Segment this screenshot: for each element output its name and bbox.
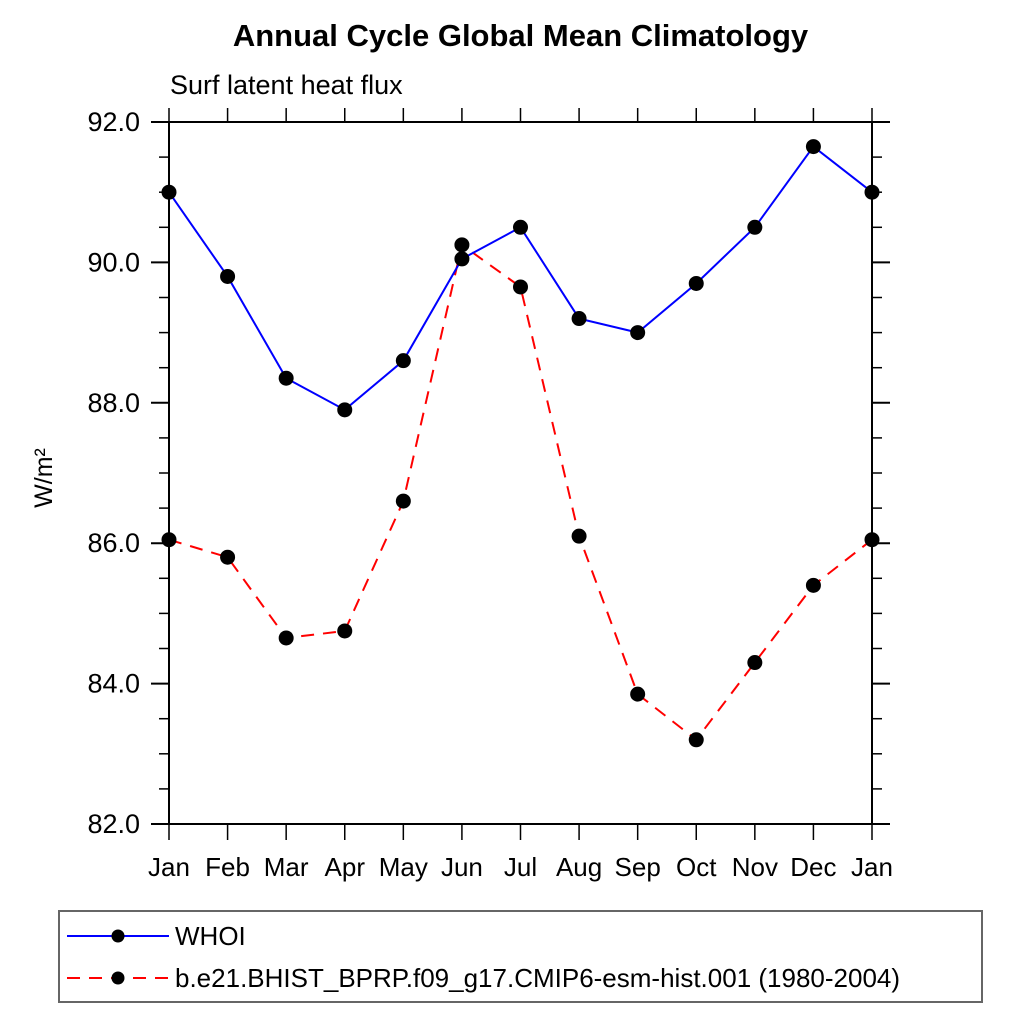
x-tick-label: Sep	[615, 852, 661, 882]
legend-entry-whoi: WHOI	[65, 921, 246, 951]
x-tick-label: Aug	[556, 852, 602, 882]
legend-label-model-run: b.e21.BHIST_BPRP.f09_g17.CMIP6-esm-hist.…	[175, 963, 901, 993]
data-point-marker	[161, 184, 177, 200]
plot-frame	[168, 121, 873, 825]
data-point-marker	[571, 311, 587, 327]
y-tick-label: 92.0	[87, 107, 140, 137]
y-axis-title: W/m²	[30, 448, 58, 508]
x-tick-label: Jan	[148, 852, 190, 882]
data-point-marker	[395, 493, 411, 509]
x-tick-label: Mar	[264, 852, 309, 882]
x-tick-label: Apr	[325, 852, 366, 882]
legend-sample-marker	[111, 971, 125, 985]
data-point-marker	[220, 268, 236, 284]
chart-legend: WHOI b.e21.BHIST_BPRP.f09_g17.CMIP6-esm-…	[58, 910, 983, 1003]
y-tick-label: 84.0	[87, 669, 140, 699]
legend-label-whoi: WHOI	[175, 921, 246, 951]
data-point-marker	[805, 577, 821, 593]
data-point-marker	[278, 630, 294, 646]
data-point-marker	[220, 549, 236, 565]
data-point-marker	[688, 732, 704, 748]
legend-entry-model-run: b.e21.BHIST_BPRP.f09_g17.CMIP6-esm-hist.…	[65, 963, 901, 993]
data-point-marker	[454, 251, 470, 267]
data-point-marker	[571, 528, 587, 544]
series-line-dashed	[168, 243, 873, 742]
data-point-marker	[454, 237, 470, 253]
chart-title: Annual Cycle Global Mean Climatology	[232, 18, 809, 53]
data-point-marker	[688, 275, 704, 291]
y-tick-label: 82.0	[87, 809, 140, 839]
data-point-marker	[395, 353, 411, 369]
data-point-marker	[864, 532, 880, 548]
x-tick-label: May	[379, 852, 428, 882]
x-tick-label: Feb	[205, 852, 250, 882]
data-point-marker	[337, 623, 353, 639]
data-point-marker	[337, 402, 353, 418]
data-point-marker	[805, 139, 821, 155]
y-tick-label: 86.0	[87, 528, 140, 558]
x-tick-label: Nov	[732, 852, 778, 882]
x-tick-label: Jun	[441, 852, 483, 882]
legend-sample-marker	[111, 929, 125, 943]
line-chart-plot-area: 82.0 84.0 86.0 88.0 90.0 92.0 Jan Feb Mar Apr May J…	[30, 107, 893, 882]
data-point-marker	[747, 655, 763, 671]
data-point-marker	[161, 532, 177, 548]
data-point-marker	[630, 325, 646, 341]
series-line-solid	[168, 145, 873, 412]
x-tick-label: Dec	[790, 852, 836, 882]
legend-line-sample-dashed	[67, 971, 169, 985]
data-point-marker	[747, 219, 763, 235]
x-tick-label: Oct	[676, 852, 717, 882]
y-tick-label: 90.0	[87, 247, 140, 277]
data-point-marker	[630, 686, 646, 702]
data-point-marker	[513, 279, 528, 295]
legend-line-sample-solid	[67, 929, 169, 943]
x-tick-label: Jan	[851, 852, 893, 882]
data-point-marker	[864, 184, 880, 200]
x-tick-label: Jul	[504, 852, 537, 882]
y-tick-label: 88.0	[87, 388, 140, 418]
data-point-marker	[513, 219, 528, 235]
data-point-marker	[278, 370, 294, 386]
chart-subtitle: Surf latent heat flux	[170, 70, 403, 100]
